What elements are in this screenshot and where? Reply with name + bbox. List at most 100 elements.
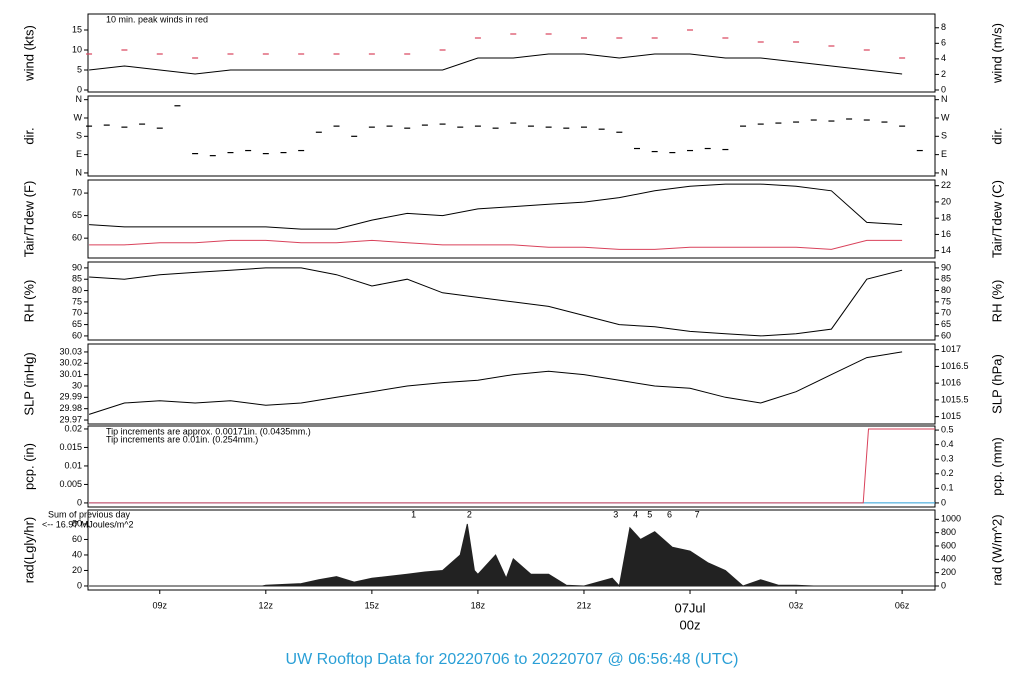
y-axis-label: dir. — [21, 127, 36, 144]
y2-tick-label: 0.4 — [941, 439, 954, 449]
page-title: UW Rooftop Data for 20220706 to 20220707… — [286, 651, 739, 668]
x-tick-label: 03z — [789, 600, 804, 610]
y2-tick-label: 75 — [941, 296, 951, 306]
y-tick-label: N — [76, 94, 83, 104]
x-tick-label: 00z — [680, 617, 701, 632]
line — [89, 53, 903, 75]
y-tick-label: 65 — [72, 210, 82, 220]
y-tick-label: 0 — [77, 497, 82, 507]
y-tick-label: 15 — [72, 24, 82, 34]
rad-marker: 3 — [613, 509, 618, 519]
y-tick-label: 40 — [72, 549, 82, 559]
y2-tick-label: 1015.5 — [941, 394, 969, 404]
panel-frame — [87, 425, 936, 508]
y2-axis-label: wind (m/s) — [989, 23, 1004, 84]
y-tick-label: 0.005 — [59, 479, 82, 489]
panel-frame — [87, 509, 936, 591]
y-tick-label: 60 — [72, 534, 82, 544]
y2-tick-label: 0 — [941, 84, 946, 94]
note: 10 min. peak winds in red — [106, 14, 208, 24]
y2-axis-label: rad (W/m^2) — [989, 514, 1004, 585]
y2-tick-label: 2 — [941, 69, 946, 79]
y2-tick-label: 80 — [941, 285, 951, 295]
y2-tick-label: E — [941, 149, 947, 159]
side-note: <-- 16.97 MJoules/m^2 — [42, 519, 134, 529]
y-tick-label: 5 — [77, 64, 82, 74]
y-tick-label: 70 — [72, 187, 82, 197]
y2-tick-label: S — [941, 131, 947, 141]
y2-tick-label: 60 — [941, 330, 951, 340]
y2-tick-label: N — [941, 94, 948, 104]
panel-frame — [87, 179, 936, 259]
y-tick-label: 80 — [72, 518, 82, 528]
rad-marker: 6 — [667, 509, 672, 519]
y-tick-label: 0.015 — [59, 442, 82, 452]
y-tick-label: 60 — [72, 233, 82, 243]
x-tick-label: 21z — [577, 600, 592, 610]
y2-axis-label: Tair/Tdew (C) — [989, 180, 1004, 258]
y-tick-label: 29.98 — [59, 403, 82, 413]
y-tick-label: 0.02 — [64, 423, 82, 433]
date-label: 07Jul — [674, 600, 705, 615]
y2-tick-label: 0.5 — [941, 424, 954, 434]
y-axis-label: rad(Lgly/hr) — [21, 517, 36, 583]
y2-tick-label: 0.3 — [941, 454, 954, 464]
y-tick-label: 65 — [72, 319, 82, 329]
y-axis-label: Tair/Tdew (F) — [21, 181, 36, 258]
y-tick-label: 10 — [72, 44, 82, 54]
y-axis-label: pcp. (in) — [21, 443, 36, 490]
y2-tick-label: 16 — [941, 229, 951, 239]
area — [89, 523, 935, 588]
y2-tick-label: N — [941, 167, 948, 177]
y2-tick-label: 0 — [941, 497, 946, 507]
y-tick-label: 30 — [72, 380, 82, 390]
x-tick-label: 18z — [471, 600, 486, 610]
y-tick-label: 0 — [77, 84, 82, 94]
y-tick-label: 30.02 — [59, 358, 82, 368]
note: Tip increments are approx. 0.00171in. (0… — [106, 426, 311, 436]
y-tick-label: 30.03 — [59, 346, 82, 356]
y2-tick-label: 8 — [941, 22, 946, 32]
rad-marker: 4 — [633, 509, 638, 519]
y-tick-label: 0.01 — [64, 460, 82, 470]
y2-tick-label: 600 — [941, 540, 956, 550]
y2-tick-label: 70 — [941, 308, 951, 318]
y-tick-label: 70 — [72, 308, 82, 318]
y-tick-label: E — [76, 149, 82, 159]
y2-tick-label: 800 — [941, 527, 956, 537]
line — [88, 351, 903, 415]
rad-marker: 5 — [647, 509, 652, 519]
y-tick-label: 90 — [72, 262, 82, 272]
y-tick-label: N — [76, 167, 83, 177]
y-axis-label: wind (kts) — [21, 25, 36, 82]
y2-tick-label: W — [941, 112, 950, 122]
y2-tick-label: 400 — [941, 554, 956, 564]
y2-tick-label: 0 — [941, 580, 946, 590]
panel-frame — [87, 95, 936, 177]
y-tick-label: 75 — [72, 296, 82, 306]
line — [89, 267, 903, 337]
y-tick-label: 29.97 — [59, 414, 82, 424]
y2-axis-label: SLP (hPa) — [989, 354, 1004, 414]
y2-tick-label: 0.1 — [941, 483, 954, 493]
y2-tick-label: 1016.5 — [941, 361, 969, 371]
y-axis-label: SLP (inHg) — [21, 352, 36, 415]
y2-tick-label: 0.2 — [941, 468, 954, 478]
y-tick-label: 20 — [72, 565, 82, 575]
side-note: Sum of previous day — [48, 509, 131, 519]
y2-tick-label: 90 — [941, 262, 951, 272]
y-tick-label: 60 — [72, 330, 82, 340]
y2-tick-label: 6 — [941, 38, 946, 48]
y2-tick-label: 1017 — [941, 344, 961, 354]
panel-frame — [87, 343, 936, 425]
y-tick-label: 80 — [72, 285, 82, 295]
x-tick-label: 06z — [895, 600, 910, 610]
x-tick-label: 12z — [259, 600, 274, 610]
y2-tick-label: 14 — [941, 245, 951, 255]
y-tick-label: 0 — [77, 580, 82, 590]
y-tick-label: W — [74, 112, 83, 122]
panel-frame — [87, 261, 936, 341]
y2-tick-label: 1000 — [941, 514, 961, 524]
panel-frame — [87, 13, 936, 93]
